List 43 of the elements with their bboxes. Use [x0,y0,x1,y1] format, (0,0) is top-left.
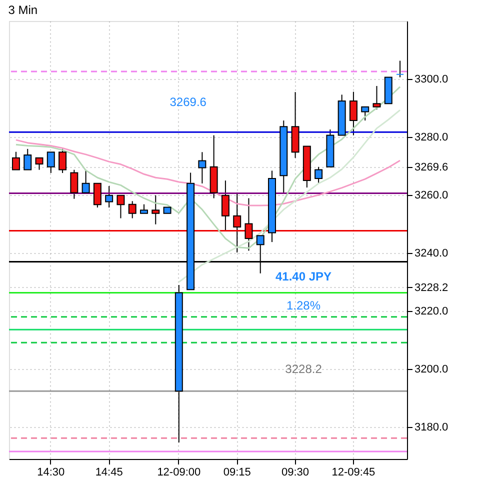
y-tick-label: 3180.0 [414,422,448,434]
x-tick-label: 12-09:45 [332,466,376,478]
candlestick [46,152,55,174]
y-tick-label: 3300.0 [414,74,448,86]
candlestick [233,192,242,253]
x-tick-label: 14:45 [95,466,123,478]
annotation: 1.28% [286,298,321,312]
candlestick [396,60,404,78]
x-tick-label: 14:30 [37,466,65,478]
x-tick-label: 09:15 [223,466,251,478]
x-tick-label: 12-09:00 [157,466,201,478]
y-tick-label: 3260.0 [414,190,448,202]
candlestick [372,85,381,110]
y-tick-label: 3280.0 [414,132,448,144]
y-tick-label: 3269.6 [414,162,448,174]
candlestick [361,106,370,121]
y-tick-label: 3220.0 [414,306,448,318]
candlestick [105,186,114,208]
candlestick [70,169,78,200]
annotation: 3228.2 [285,362,322,376]
candlestick [221,180,230,231]
y-tick-label: 3228.2 [414,282,448,294]
annotation: 3269.6 [170,95,207,110]
candlestick [349,91,358,136]
candlestick [82,169,90,194]
candlestick [198,152,206,184]
candlestick [35,157,44,170]
candlestick [244,198,253,252]
line-series [178,109,401,283]
x-tick-label: 09:30 [282,466,310,478]
candlestick [152,194,160,225]
candlestick [314,166,323,184]
candlestick [116,194,125,219]
line-series [15,86,401,249]
candlestick [24,148,32,170]
y-tick-label: 3240.0 [414,248,448,260]
chart-title: 3 Min [8,3,38,17]
candlestick [58,148,67,174]
candlestick [12,151,20,170]
y-tick-label: 3200.0 [414,364,448,376]
annotation: 41.40 JPY [275,269,332,284]
candlestick [128,200,136,219]
candlestick [93,182,102,208]
